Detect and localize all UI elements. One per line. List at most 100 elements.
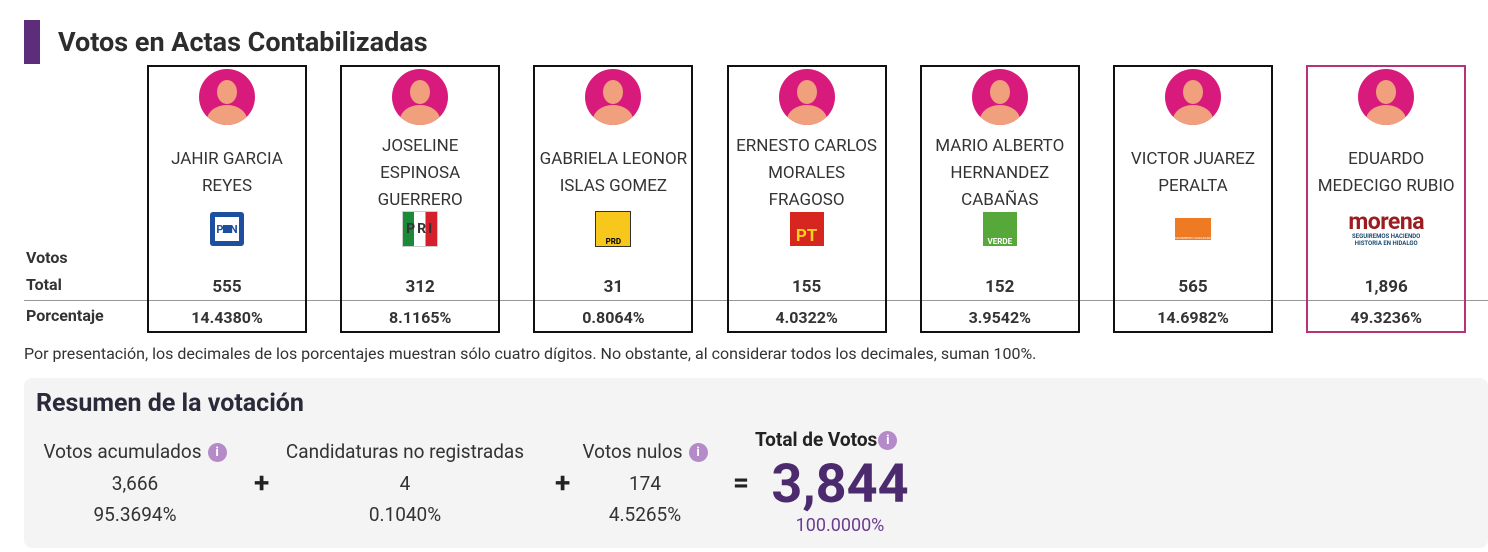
info-icon[interactable]: i [878,431,898,450]
party-logo: morena SEGUIREMOS HACIENDO HISTORIA EN HI… [1308,209,1464,249]
candidate-card: VICTOR JUAREZ PERALTA MOVIMIENTO CIUDADAN… [1113,65,1273,333]
vote-total: 155 [791,277,822,297]
party-logo-text: morena [1348,208,1425,235]
party-logo-block: morena SEGUIREMOS HACIENDO HISTORIA EN HI… [1346,208,1426,247]
avatar-body [979,105,1020,125]
vote-percent: 49.3236% [1350,308,1422,327]
avatar [971,69,1028,125]
vote-percent: 4.0322% [775,308,838,327]
summary-value: 174 [628,472,662,495]
summary-value: 3,666 [111,472,159,495]
row-label: Total [26,275,62,294]
party-logo-text: PRD [595,211,632,247]
avatar [1165,69,1221,125]
party-logo: VERDE [922,209,1078,249]
vote-total: 312 [405,277,435,297]
avatar-body [1366,105,1407,125]
party-logo: PRD [535,209,691,249]
avatar [1358,69,1415,125]
avatar-head [989,80,1010,104]
avatar-head [217,80,237,104]
avatar [392,69,449,125]
vote-total: 555 [212,277,242,297]
candidate-name: MARIO ALBERTO HERNANDEZ CABAÑAS [935,135,1065,210]
row-label: Votos [26,248,68,267]
total-label: Total de Votos i [755,428,898,451]
candidate-name: JOSELINE ESPINOSA GUERRERO [377,135,463,210]
candidate-name: VICTOR JUAREZ PERALTA [1130,149,1256,196]
party-logo: PT [729,209,885,249]
party-logo-text: PRI [402,211,439,247]
avatar-body [207,105,247,125]
summary-label: Candidaturas no registradas [265,440,545,464]
candidate-name: ERNESTO CARLOS MORALES FRAGOSO [736,135,878,210]
summary-percent: 95.3694% [93,503,177,526]
total-percent: 100.0000% [795,515,885,536]
summary-label-text: Votos acumulados [43,440,202,463]
candidate-card: EDUARDO MEDECIGO RUBIO morena SEGUIREMOS H… [1306,65,1467,333]
party-logo-text: PT [789,212,824,246]
avatar-head [603,80,624,104]
total-label-text: Total de Votos [755,428,878,451]
avatar-body [593,105,634,125]
summary-label-text: Votos nulos [582,440,683,463]
summary-item: Votos acumulados i 3,666 95.3694% [0,440,275,526]
candidate-name: EDUARDO MEDECIGO RUBIO [1317,149,1455,196]
avatar-body [786,105,827,125]
party-logo: PAN [149,209,305,249]
vote-percent: 3.9542% [968,308,1031,327]
vote-total: 1,896 [1364,277,1408,297]
vote-percent: 14.6982% [1157,308,1229,327]
party-logo-text: VERDE [982,212,1017,246]
operator: = [733,466,750,499]
party-logo-text: MOVIMIENTO CIUDADANO [1175,218,1211,240]
page-title: Votos en Actas Contabilizadas [58,26,428,58]
vote-total: 31 [603,277,624,297]
candidate-card: JOSELINE ESPINOSA GUERRERO PRI 312 8.1165% [340,65,501,333]
operator: + [254,466,270,499]
vote-percent: 14.4380% [191,308,263,327]
total-value: 3,844 [771,453,909,516]
vote-total: 152 [985,277,1015,297]
avatar-head [1183,80,1203,104]
avatar-body [400,105,441,125]
avatar-head [796,80,817,104]
row-label: Porcentaje [26,306,104,325]
avatar-head [1376,80,1397,104]
summary-label: Votos nulos i [505,440,785,464]
note: Por presentación, los decimales de los p… [24,344,1037,363]
operator: + [555,466,571,499]
party-logo-text: PAN [210,212,244,246]
candidate-card: MARIO ALBERTO HERNANDEZ CABAÑAS VERDE 152 3… [919,65,1080,333]
vote-percent: 8.1165% [389,308,452,327]
summary-title: Resumen de la votación [36,389,304,418]
party-logo: PRI [342,209,498,249]
info-icon[interactable]: i [207,443,227,462]
avatar-head [410,80,431,104]
divider [24,300,1488,301]
vote-percent: 0.8064% [582,308,645,327]
avatar [778,69,835,125]
summary-percent: 0.1040% [368,503,442,526]
candidate-name: JAHIR GARCIA REYES [171,149,283,196]
avatar [199,69,255,125]
candidate-card: GABRIELA LEONOR ISLAS GOMEZ PRD 31 0.8064% [533,65,694,333]
avatar [585,69,642,125]
summary-percent: 4.5265% [608,503,682,526]
vote-total: 565 [1178,277,1208,297]
summary-item: Votos nulos i 174 4.5265% [505,440,785,526]
avatar-body [1173,105,1213,125]
candidate-card: ERNESTO CARLOS MORALES FRAGOSO PT 155 4.032… [726,65,887,333]
summary: Resumen de la votación Votos acumulados i… [24,378,1488,548]
summary-value: 4 [399,472,411,495]
candidate-card: JAHIR GARCIA REYES PAN 555 14.4380% [147,65,307,333]
title-bar [24,20,40,64]
party-logo: MOVIMIENTO CIUDADANO [1115,209,1271,249]
party-logo-subtitle: SEGUIREMOS HACIENDO HISTORIA EN HIDALGO [1352,233,1421,247]
info-icon[interactable]: i [688,443,708,462]
summary-item: Candidaturas no registradas 4 0.1040% [265,440,545,526]
summary-label-text: Candidaturas no registradas [285,440,525,463]
candidate-name: GABRIELA LEONOR ISLAS GOMEZ [539,149,688,196]
summary-label: Votos acumulados i [0,440,275,464]
